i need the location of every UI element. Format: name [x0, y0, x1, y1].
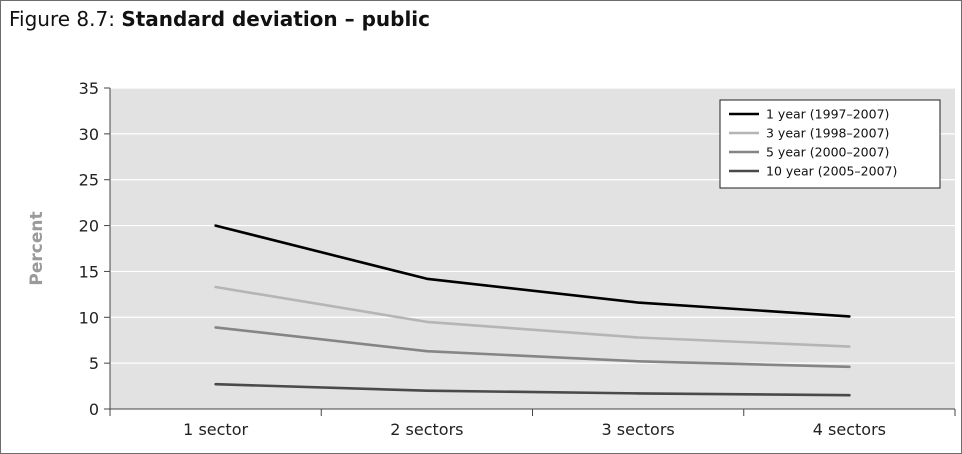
y-axis-label: Percent [27, 211, 47, 285]
series-lines [214, 224, 851, 397]
figure-label: Figure 8.7: [9, 7, 122, 31]
y-tick-label-25: 25 [79, 171, 99, 190]
y-tick-label-35: 35 [79, 79, 99, 98]
series-line-1 [214, 224, 851, 318]
y-tick-label-5: 5 [89, 354, 99, 373]
series-line-4 [214, 382, 851, 397]
figure-title: Figure 8.7: Standard deviation – public [9, 7, 430, 31]
series-line-3 [214, 326, 851, 369]
x-tick-label-4: 4 sectors [813, 420, 886, 439]
legend-label-4: 10 year (2005–2007) [766, 164, 897, 179]
legend: 1 year (1997–2007) 3 year (1998–2007) 5 ye… [719, 99, 941, 189]
legend-label-1: 1 year (1997–2007) [766, 107, 889, 122]
x-tick-label-1: 1 sector [183, 420, 248, 439]
series-line-2 [214, 285, 851, 348]
x-axis-ticks: 1 sector 2 sectors 3 sectors 4 sectors [109, 409, 956, 439]
y-tick-label-10: 10 [79, 308, 99, 327]
legend-label-2: 3 year (1998–2007) [766, 126, 889, 141]
y-axis-ticks: 0 5 10 15 20 25 30 35 [79, 79, 110, 419]
figure-title-text: Standard deviation – public [121, 7, 431, 31]
y-tick-label-0: 0 [89, 400, 99, 419]
y-tick-label-15: 15 [79, 262, 99, 281]
y-tick-label-30: 30 [79, 125, 99, 144]
x-tick-label-3: 3 sectors [602, 420, 675, 439]
x-tick-label-2: 2 sectors [390, 420, 463, 439]
legend-label-3: 5 year (2000–2007) [766, 145, 889, 160]
y-tick-label-20: 20 [79, 217, 99, 236]
